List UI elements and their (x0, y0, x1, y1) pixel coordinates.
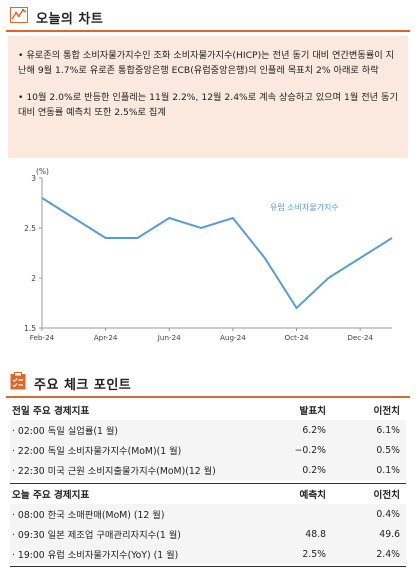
series-line (41, 197, 393, 310)
indicator-previous: 6.1% (332, 420, 406, 440)
table-row: · 08:00 한국 소매판매(MoM) (12 월) 0.4% (10, 504, 406, 524)
indicator-actual: 6.2% (254, 420, 332, 440)
table-header-label: 오늘 주요 경제지표 (10, 484, 254, 504)
line-chart-icon (10, 7, 28, 27)
chart-summary-box: • 유로존의 통합 소비자물가지수인 조화 소비자물가지수(HICP)는 전년 … (8, 36, 408, 158)
indicator-forecast: 2.5% (254, 544, 332, 564)
x-tick-label: Feb-24 (30, 333, 55, 342)
today-indicators-table: 오늘 주요 경제지표 예측치 이전치 · 08:00 한국 소매판매(MoM) … (10, 484, 406, 564)
table-header-row: 전일 주요 경제지표 발표치 이전치 (10, 400, 406, 420)
indicator-previous: 0.1% (332, 460, 406, 480)
chart-section-title: 오늘의 차트 (36, 11, 104, 27)
table-header-previous: 이전치 (332, 400, 406, 420)
x-tick-label: Jun-24 (157, 333, 181, 342)
indicator-forecast: 48.8 (254, 524, 332, 544)
summary-paragraph-2: • 10월 2.0%로 반등한 인플레는 11월 2.2%, 12월 2.4%로… (18, 92, 398, 118)
x-tick-label: Dec-24 (347, 333, 373, 342)
table-row: · 19:00 유럽 소비자물가지수(YoY) (1 월) 2.5% 2.4% (10, 544, 406, 564)
y-tick-label: 2 (31, 274, 36, 283)
table-row: · 22:30 미국 근원 소비지출물가지수(MoM)(12 월) 0.2% 0… (10, 460, 406, 480)
indicator-label: · 19:00 유럽 소비자물가지수(YoY) (1 월) (10, 544, 254, 564)
table-row: · 09:30 일본 제조업 구매관리자지수(1 월) 48.8 49.6 (10, 524, 406, 544)
indicator-previous: 0.5% (332, 440, 406, 460)
prev-day-indicators-table: 전일 주요 경제지표 발표치 이전치 · 02:00 독일 실업률(1 월) 6… (10, 400, 406, 480)
indicator-actual: −0.2% (254, 440, 332, 460)
indicator-previous: 49.6 (332, 524, 406, 544)
x-tick-label: Aug-24 (220, 333, 246, 342)
indicator-forecast (254, 504, 332, 524)
indicator-label: · 22:30 미국 근원 소비지출물가지수(MoM)(12 월) (10, 460, 254, 480)
indicator-label: · 22:00 독일 소비자물가지수(MoM)(1 월) (10, 440, 254, 460)
y-axis-label: (%) (36, 167, 49, 176)
section-divider (6, 30, 410, 32)
indicator-previous: 0.4% (332, 504, 406, 524)
y-tick-label: 3 (31, 174, 36, 183)
indicator-label: · 08:00 한국 소매판매(MoM) (12 월) (10, 504, 254, 524)
table-header-previous: 이전치 (332, 484, 406, 504)
points-section-title: 주요 체크 포인트 (34, 377, 132, 393)
table-header-actual: 발표치 (254, 400, 332, 420)
table-divider (10, 483, 406, 484)
checklist-icon (10, 372, 26, 394)
indicator-previous: 2.4% (332, 544, 406, 564)
series-legend-label: 유럽 소비자물가지수 (270, 203, 339, 212)
summary-paragraph-1: • 유로존의 통합 소비자물가지수인 조화 소비자물가지수(HICP)는 전년 … (18, 50, 395, 76)
x-tick-label: Oct-24 (284, 333, 309, 342)
table-header-label: 전일 주요 경제지표 (10, 400, 254, 420)
y-tick-label: 1.5 (24, 324, 36, 333)
indicator-label: · 09:30 일본 제조업 구매관리자지수(1 월) (10, 524, 254, 544)
x-tick-label: Apr-24 (94, 333, 118, 342)
table-bottom-rule (10, 566, 406, 567)
table-header-row: 오늘 주요 경제지표 예측치 이전치 (10, 484, 406, 504)
points-section-header: 주요 체크 포인트 (10, 372, 131, 394)
y-tick-label: 2.5 (24, 224, 36, 233)
indicator-actual: 0.2% (254, 460, 332, 480)
table-header-forecast: 예측치 (254, 484, 332, 504)
indicator-label: · 02:00 독일 실업률(1 월) (10, 420, 254, 440)
chart-section-header: 오늘의 차트 (10, 7, 103, 27)
section-divider (6, 396, 410, 398)
table-row: · 02:00 독일 실업률(1 월) 6.2% 6.1% (10, 420, 406, 440)
table-row: · 22:00 독일 소비자물가지수(MoM)(1 월) −0.2% 0.5% (10, 440, 406, 460)
